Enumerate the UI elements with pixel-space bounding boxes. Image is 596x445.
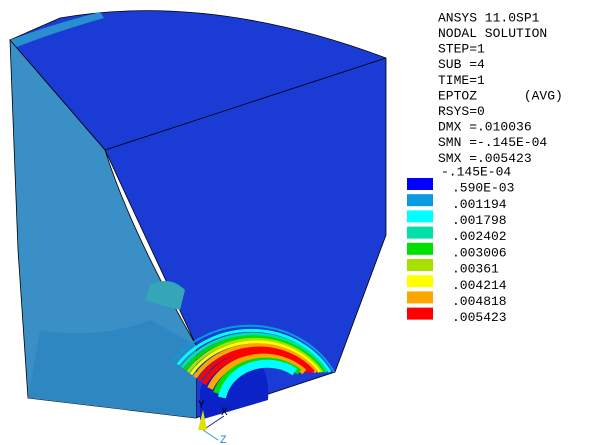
model	[10, 11, 386, 420]
legend-label: .001194	[452, 197, 507, 212]
info-line: DMX =.010036	[438, 120, 532, 135]
legend-label: .00361	[452, 262, 499, 277]
legend-swatch	[407, 275, 433, 287]
triad-x: X	[221, 407, 228, 419]
legend-label: .003006	[452, 245, 507, 260]
legend-swatch	[407, 291, 433, 303]
legend-label: .004214	[452, 278, 507, 293]
triad-z: Z	[220, 435, 227, 445]
legend-swatch	[407, 178, 433, 190]
legend-label: .590E-03	[452, 181, 514, 196]
info-line: ANSYS 11.0SP1	[438, 10, 540, 25]
legend-swatch	[407, 259, 433, 271]
ansys-viewport: Y X Z ANSYS 11.0SP1NODAL SOLUTIONSTEP=1S…	[0, 0, 596, 445]
left-lower	[28, 320, 196, 418]
legend: -.145E-04.590E-03.001194.001798.002402.0…	[407, 164, 514, 325]
info-line: NODAL SOLUTION	[438, 26, 547, 41]
triad-y: Y	[198, 400, 205, 412]
info-line: TIME=1	[438, 73, 485, 88]
info-line: RSYS=0	[438, 104, 485, 119]
legend-label: .005423	[452, 310, 507, 325]
info-line: STEP=1	[438, 42, 485, 57]
info-line: SMN =-.145E-04	[438, 135, 547, 150]
legend-swatch	[407, 227, 433, 239]
legend-swatch	[407, 194, 433, 206]
legend-label: -.145E-04	[441, 164, 511, 179]
legend-swatch	[407, 243, 433, 255]
legend-swatch	[407, 210, 433, 222]
info-line: SUB =4	[438, 57, 485, 72]
legend-label: .002402	[452, 229, 507, 244]
legend-label: .004818	[452, 294, 507, 309]
z-axis	[203, 430, 218, 440]
legend-label: .001798	[452, 213, 507, 228]
info-line: EPTOZ (AVG)	[438, 88, 563, 103]
legend-swatch	[407, 308, 433, 320]
